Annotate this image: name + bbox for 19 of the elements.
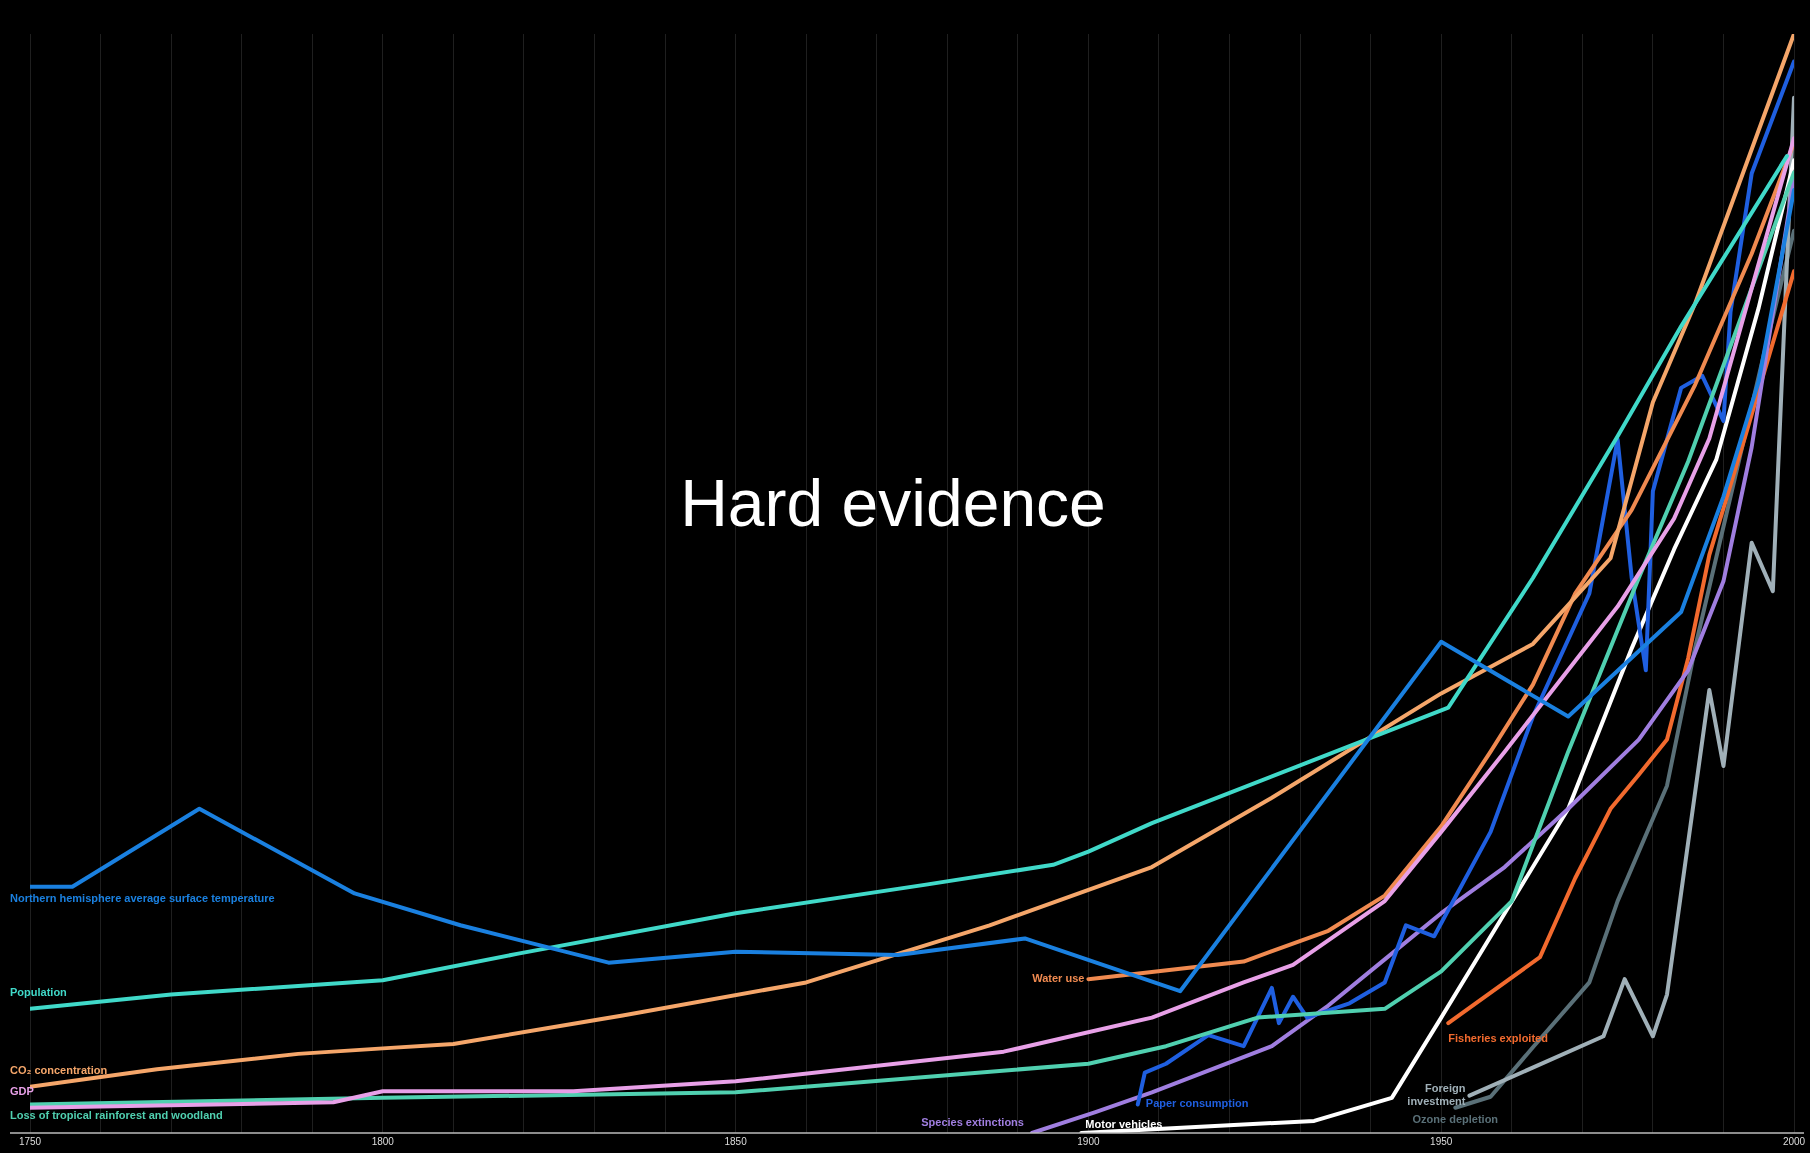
series-label: GDP xyxy=(10,1084,34,1097)
series-label: Loss of tropical rainforest and woodland xyxy=(10,1109,223,1122)
text: Hard evidence xyxy=(680,466,1106,541)
series-label: Water use xyxy=(1032,972,1085,985)
x-tick-label: 1950 xyxy=(1430,1135,1453,1147)
series-label: Fisheries exploited xyxy=(1448,1032,1548,1045)
x-tick-label: 2000 xyxy=(1782,1135,1806,1147)
series-label: Population xyxy=(10,985,68,998)
series-label: Species extinctions xyxy=(921,1116,1024,1129)
x-tick-label: 1800 xyxy=(371,1135,395,1147)
series-label: Northern hemisphere average surface temperature xyxy=(10,891,275,904)
series-label: Motor vehicles xyxy=(1085,1118,1163,1131)
series-label: Ozone depletion xyxy=(1412,1112,1499,1125)
series-label: CO₂ concentration xyxy=(10,1063,108,1076)
series-label: Paper consumption xyxy=(1145,1097,1249,1110)
x-tick-label: 1750 xyxy=(18,1135,42,1147)
series-label: Foreign investment xyxy=(1407,1081,1466,1107)
x-tick-label: 1900 xyxy=(1077,1135,1100,1147)
x-tick-label: 1850 xyxy=(724,1135,748,1147)
